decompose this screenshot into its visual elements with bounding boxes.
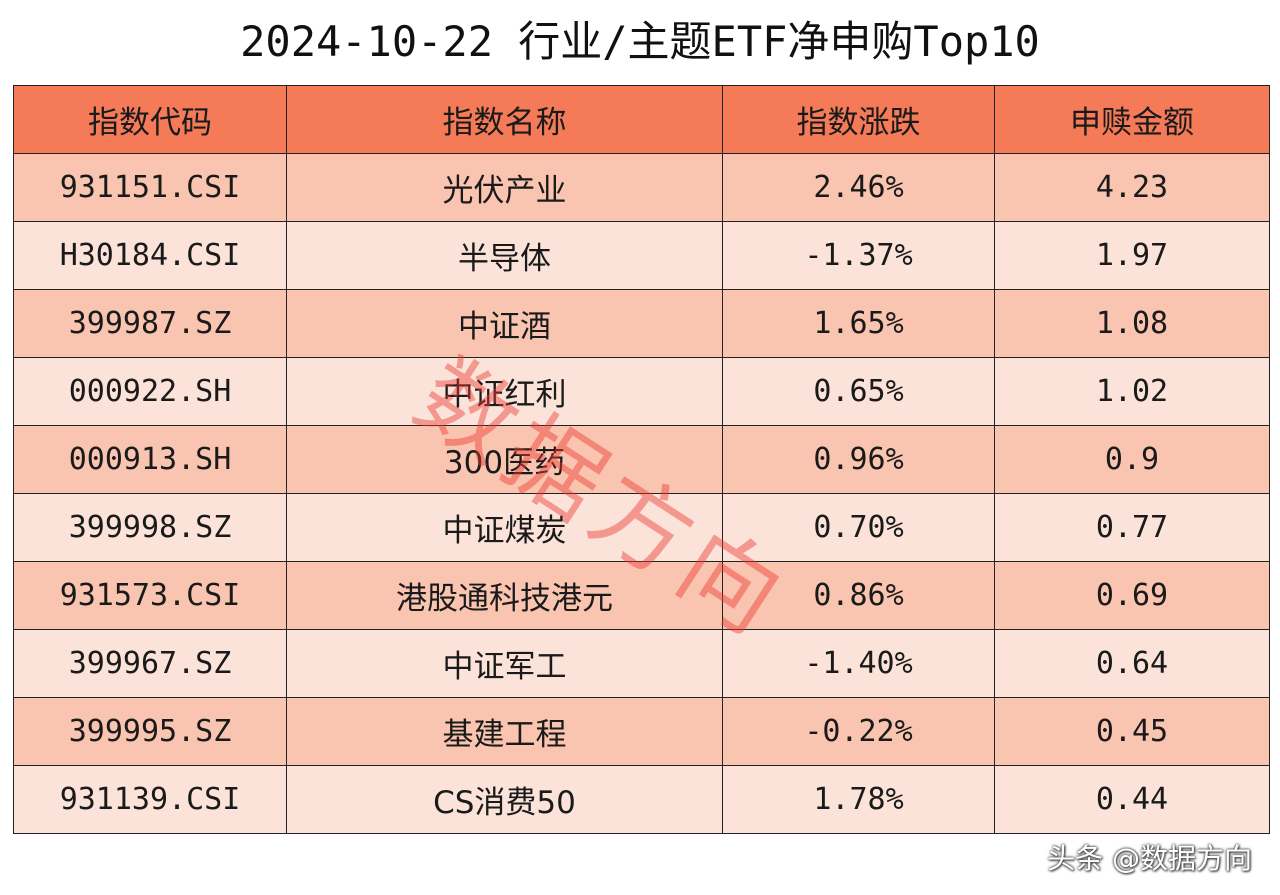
table-header-row: 指数代码 指数名称 指数涨跌 申赎金额 bbox=[13, 85, 1270, 154]
cell-net-amount: 4.23 bbox=[994, 153, 1270, 222]
cell-net-amount: 0.45 bbox=[994, 697, 1270, 766]
table-row: H30184.CSI 半导体 -1.37% 1.97 bbox=[13, 221, 1270, 290]
table-row: 931139.CSI CS消费50 1.78% 0.44 bbox=[13, 765, 1270, 834]
cell-index-code: H30184.CSI bbox=[13, 221, 287, 290]
cell-index-change: -1.37% bbox=[722, 221, 995, 290]
cell-index-code: 399987.SZ bbox=[13, 289, 287, 358]
cell-index-name: 中证军工 bbox=[286, 629, 723, 698]
cell-index-code: 399995.SZ bbox=[13, 697, 287, 766]
cell-index-code: 399998.SZ bbox=[13, 493, 287, 562]
cell-index-code: 931151.CSI bbox=[13, 153, 287, 222]
cell-index-change: 0.96% bbox=[722, 425, 995, 494]
cell-net-amount: 0.44 bbox=[994, 765, 1270, 834]
column-header-name: 指数名称 bbox=[286, 85, 723, 154]
cell-net-amount: 1.08 bbox=[994, 289, 1270, 358]
cell-index-change: -0.22% bbox=[722, 697, 995, 766]
cell-index-code: 931573.CSI bbox=[13, 561, 287, 630]
table-body: 931151.CSI 光伏产业 2.46% 4.23 H30184.CSI 半导体 -1.3… bbox=[13, 153, 1270, 834]
table-row: 000913.SH 300医药 0.96% 0.9 bbox=[13, 425, 1270, 494]
cell-index-name: 光伏产业 bbox=[286, 153, 723, 222]
source-credit: 头条 @数据方向 bbox=[1047, 842, 1252, 875]
cell-net-amount: 1.02 bbox=[994, 357, 1270, 426]
cell-index-change: 1.78% bbox=[722, 765, 995, 834]
cell-net-amount: 0.9 bbox=[994, 425, 1270, 494]
cell-index-name: 港股通科技港元 bbox=[286, 561, 723, 630]
cell-index-name: CS消费50 bbox=[286, 765, 723, 834]
cell-index-name: 中证红利 bbox=[286, 357, 723, 426]
cell-net-amount: 0.69 bbox=[994, 561, 1270, 630]
cell-index-name: 300医药 bbox=[286, 425, 723, 494]
cell-index-code: 399967.SZ bbox=[13, 629, 287, 698]
table-row: 931151.CSI 光伏产业 2.46% 4.23 bbox=[13, 153, 1270, 222]
cell-net-amount: 0.64 bbox=[994, 629, 1270, 698]
cell-index-name: 中证煤炭 bbox=[286, 493, 723, 562]
cell-index-change: 0.70% bbox=[722, 493, 995, 562]
cell-net-amount: 0.77 bbox=[994, 493, 1270, 562]
cell-index-change: -1.40% bbox=[722, 629, 995, 698]
cell-index-name: 中证酒 bbox=[286, 289, 723, 358]
column-header-change: 指数涨跌 bbox=[722, 85, 995, 154]
table-row: 931573.CSI 港股通科技港元 0.86% 0.69 bbox=[13, 561, 1270, 630]
cell-index-name: 半导体 bbox=[286, 221, 723, 290]
etf-table: 指数代码 指数名称 指数涨跌 申赎金额 931151.CSI 光伏产业 2.46% 4… bbox=[13, 85, 1270, 834]
table-row: 000922.SH 中证红利 0.65% 1.02 bbox=[13, 357, 1270, 426]
cell-index-change: 1.65% bbox=[722, 289, 995, 358]
cell-index-name: 基建工程 bbox=[286, 697, 723, 766]
table-row: 399967.SZ 中证军工 -1.40% 0.64 bbox=[13, 629, 1270, 698]
cell-index-change: 2.46% bbox=[722, 153, 995, 222]
column-header-code: 指数代码 bbox=[13, 85, 287, 154]
cell-index-code: 000922.SH bbox=[13, 357, 287, 426]
cell-index-change: 0.65% bbox=[722, 357, 995, 426]
table-row: 399987.SZ 中证酒 1.65% 1.08 bbox=[13, 289, 1270, 358]
column-header-amount: 申赎金额 bbox=[994, 85, 1270, 154]
page-title: 2024-10-22 行业/主题ETF净申购Top10 bbox=[240, 17, 1040, 66]
table-row: 399995.SZ 基建工程 -0.22% 0.45 bbox=[13, 697, 1270, 766]
cell-index-code: 000913.SH bbox=[13, 425, 287, 494]
table-row: 399998.SZ 中证煤炭 0.70% 0.77 bbox=[13, 493, 1270, 562]
cell-index-change: 0.86% bbox=[722, 561, 995, 630]
cell-index-code: 931139.CSI bbox=[13, 765, 287, 834]
cell-net-amount: 1.97 bbox=[994, 221, 1270, 290]
